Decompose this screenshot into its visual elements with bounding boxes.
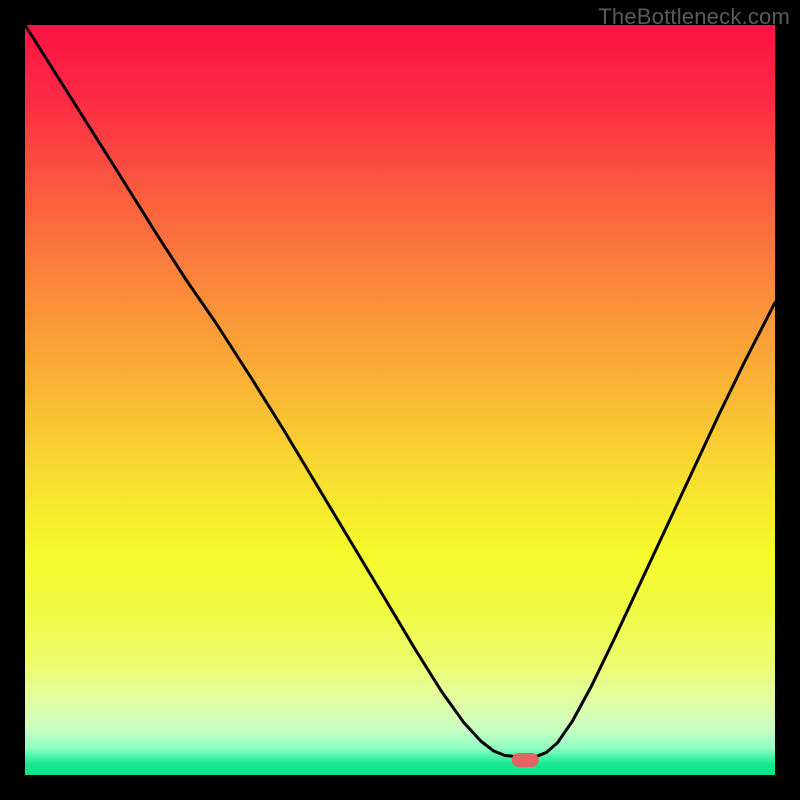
bottleneck-curve-chart bbox=[0, 0, 800, 800]
chart-container: TheBottleneck.com bbox=[0, 0, 800, 800]
watermark-text: TheBottleneck.com bbox=[598, 4, 790, 30]
plot-gradient-background bbox=[25, 25, 775, 775]
optimal-point-marker bbox=[512, 753, 539, 767]
